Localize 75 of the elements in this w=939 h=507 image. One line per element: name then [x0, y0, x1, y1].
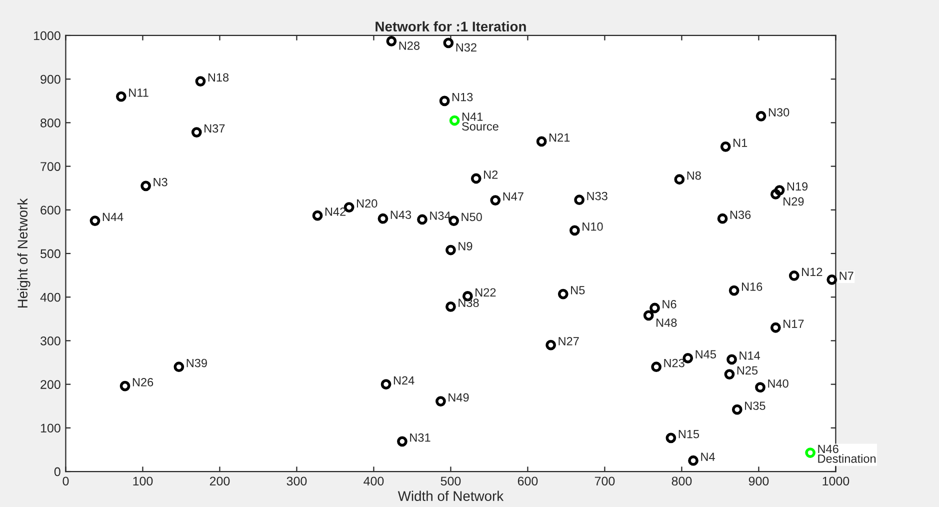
- annotation: N41 Source: [462, 112, 498, 131]
- y-tick-label: 400: [40, 292, 60, 302]
- y-tick-label: 300: [40, 336, 60, 346]
- annotation: N1: [734, 138, 748, 147]
- y-tick-label: 600: [40, 206, 60, 215]
- annotation: N26: [132, 378, 154, 386]
- annotation: N29: [784, 197, 804, 206]
- annotation: N23: [664, 358, 684, 368]
- annotation: N13: [452, 92, 473, 102]
- annotation: N35: [745, 402, 766, 410]
- annotation: N33: [587, 192, 608, 200]
- x-tick-label: 500: [440, 476, 461, 486]
- x-tick-label: 600: [518, 476, 538, 486]
- annotation: N4: [701, 452, 715, 461]
- x-tick-label: 100: [133, 476, 153, 486]
- annotation: N32: [456, 43, 476, 52]
- chart-title: Network for :1 Iteration: [376, 21, 526, 32]
- annotation: N12: [802, 268, 822, 276]
- annotation: N36: [730, 210, 751, 219]
- x-tick-label: 1000: [822, 476, 850, 486]
- annotation: N48: [656, 318, 677, 327]
- x-tick-label: 400: [364, 476, 384, 486]
- annotation: N19: [787, 182, 808, 191]
- annotation: N9: [458, 242, 472, 250]
- x-axis-title: Width of Network: [398, 490, 504, 502]
- annotation: N39: [186, 358, 207, 368]
- annotation: N49: [448, 393, 469, 402]
- x-tick-label: 700: [594, 476, 615, 486]
- annotation: N28: [399, 41, 420, 50]
- annotation: N8: [687, 171, 701, 180]
- x-tick-label: 900: [748, 476, 769, 486]
- x-tick-label: 300: [286, 476, 307, 486]
- y-tick-label: 0: [54, 467, 60, 476]
- annotation: N3: [154, 178, 168, 186]
- annotation: N37: [204, 124, 225, 133]
- annotation: N34: [430, 211, 450, 220]
- annotation: N38: [458, 298, 479, 308]
- annotation: N50: [462, 212, 482, 222]
- annotation: N20: [356, 199, 378, 208]
- annotation: N18: [208, 73, 229, 82]
- y-tick-label: 100: [40, 424, 60, 433]
- annotation: N47: [503, 192, 524, 201]
- annotation: N25: [737, 366, 758, 375]
- y-tick-label: 900: [40, 74, 60, 84]
- annotation: N15: [678, 430, 700, 438]
- x-tick-label: 800: [672, 476, 692, 486]
- y-tick-label: 200: [40, 380, 60, 389]
- y-axis-title: Height of Network: [17, 198, 30, 308]
- annotation: N6: [662, 300, 676, 308]
- annotation: N46 Destination: [818, 444, 876, 463]
- annotation: N16: [742, 282, 762, 291]
- x-tick-label: 0: [62, 476, 69, 486]
- annotation: N30: [768, 108, 790, 116]
- annotation: N11: [129, 88, 148, 97]
- annotation: N42: [325, 208, 346, 216]
- y-tick-label: 800: [40, 118, 60, 128]
- annotation: N45: [696, 350, 716, 358]
- annotation: N2: [484, 170, 498, 179]
- annotation: N7: [840, 272, 854, 280]
- annotation: N43: [390, 210, 412, 219]
- annotation: N24: [394, 376, 414, 385]
- y-tick-label: 500: [40, 249, 60, 258]
- annotation: N22: [476, 288, 496, 296]
- annotation: N10: [582, 222, 603, 231]
- annotation: N5: [571, 286, 585, 294]
- annotation: N44: [102, 212, 124, 222]
- annotation: N14: [740, 352, 760, 360]
- annotation: N40: [768, 379, 788, 388]
- y-tick-label: 1000: [34, 31, 60, 40]
- annotation: N21: [549, 133, 570, 142]
- annotation: N17: [784, 320, 804, 328]
- x-tick-label: 200: [210, 476, 230, 486]
- annotation: N31: [410, 433, 430, 442]
- y-tick-label: 700: [40, 162, 60, 171]
- annotation: N27: [558, 337, 579, 346]
